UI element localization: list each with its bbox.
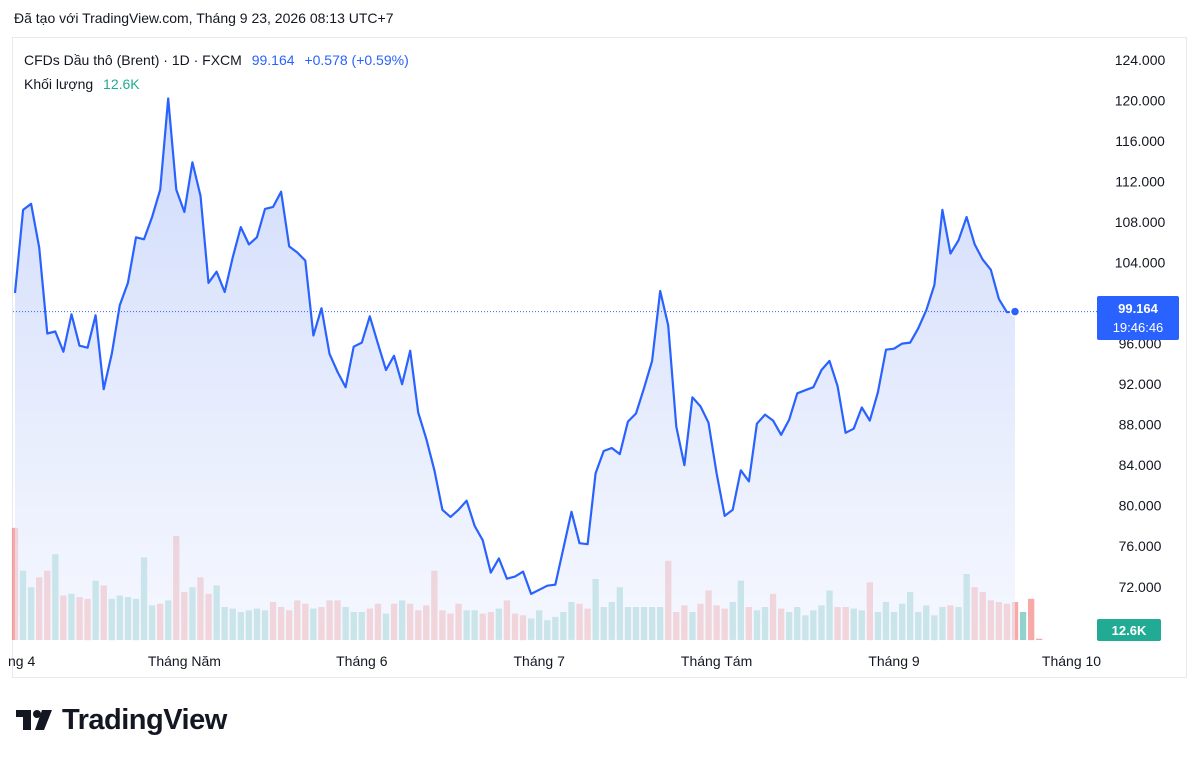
chart-frame[interactable] (12, 37, 1187, 678)
price-area (15, 98, 1015, 640)
x-tick-label: ng 4 (8, 653, 35, 669)
chart-caption: Đã tạo với TradingView.com, Tháng 9 23, … (14, 10, 394, 26)
legend-volume-row[interactable]: Khối lượng 12.6K (24, 72, 409, 96)
y-tick-label: 124.000 (1115, 52, 1166, 68)
tradingview-logo[interactable]: TradingView (14, 700, 227, 740)
price-badge-value: 99.164 (1118, 301, 1159, 316)
x-tick-label: Tháng 10 (1042, 653, 1101, 669)
x-tick-label: Tháng 9 (868, 653, 920, 669)
y-tick-label: 84.000 (1119, 457, 1162, 473)
volume-bar (1011, 602, 1019, 640)
volume-bar (1036, 638, 1043, 640)
y-tick-label: 76.000 (1119, 538, 1162, 554)
y-tick-label: 112.000 (1115, 174, 1165, 190)
volume-badge: 12.6K (1097, 619, 1161, 641)
legend-symbol[interactable]: CFDs Dầu thô (Brent) · 1D · FXCM (24, 52, 242, 68)
price-badge: 99.164 19:46:46 (1097, 296, 1179, 340)
legend-volume-value: 12.6K (103, 76, 140, 92)
y-tick-label: 116.000 (1115, 133, 1165, 149)
x-tick-label: Tháng Tám (681, 653, 752, 669)
x-tick-label: Tháng 7 (514, 653, 566, 669)
y-tick-label: 104.000 (1115, 255, 1166, 271)
y-tick-label: 108.000 (1115, 214, 1166, 230)
time-axis[interactable]: ng 4 Tháng Năm Tháng 6 Tháng 7 Tháng Tám Thán… (8, 653, 1101, 669)
y-tick-label: 88.000 (1119, 417, 1162, 433)
chart-legend: CFDs Dầu thô (Brent) · 1D · FXCM 99.164 … (24, 48, 409, 96)
y-tick-label: 120.000 (1115, 93, 1166, 109)
price-badge-countdown: 19:46:46 (1113, 320, 1164, 335)
y-tick-label: 72.000 (1119, 579, 1162, 595)
tradingview-logo-text: TradingView (62, 703, 227, 736)
x-tick-label: Tháng 6 (336, 653, 388, 669)
x-tick-label: Tháng Năm (148, 653, 221, 669)
last-price-marker (1009, 306, 1021, 317)
volume-badge-value: 12.6K (1112, 623, 1147, 638)
tradingview-logo-icon (16, 710, 52, 730)
price-axis[interactable]: 124.000 120.000 116.000 112.000 108.000 104.0… (1115, 52, 1166, 595)
volume-bar (1028, 598, 1035, 641)
price-line (13, 97, 1016, 595)
legend-volume-label: Khối lượng (24, 76, 94, 92)
volume-bar (1019, 612, 1027, 640)
legend-change: +0.578 (+0.59%) (304, 52, 409, 68)
y-tick-label: 92.000 (1119, 376, 1162, 392)
legend-price: 99.164 (251, 52, 295, 68)
y-tick-label: 80.000 (1119, 498, 1162, 514)
legend-symbol-row[interactable]: CFDs Dầu thô (Brent) · 1D · FXCM 99.164 … (24, 48, 409, 72)
